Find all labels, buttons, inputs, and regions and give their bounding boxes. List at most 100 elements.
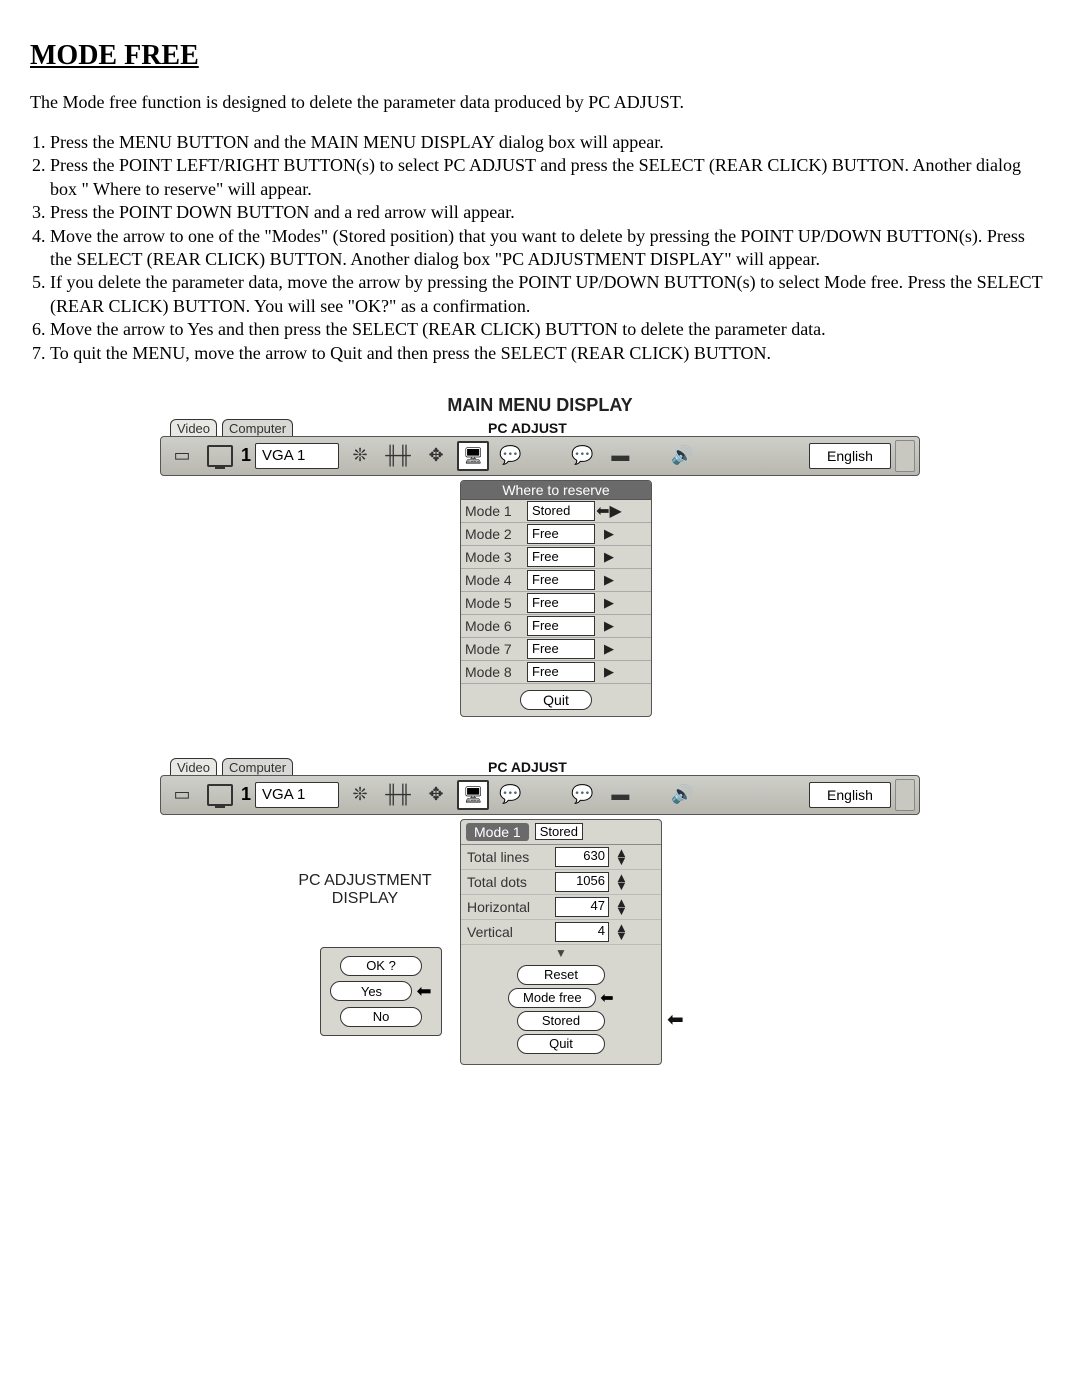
language-box[interactable]: English: [809, 782, 891, 808]
dialog2-mode-state: Stored: [535, 823, 583, 840]
step-item: Press the POINT LEFT/RIGHT BUTTON(s) to …: [50, 154, 1050, 201]
main-menu-bar: ▭ 1 VGA 1 ❊ ╫╫ ✥ 🖥 💬 💬 ▬ 🔊 English: [160, 436, 920, 476]
dialog2-mode: Mode 1: [466, 823, 529, 841]
intro-text: The Mode free function is designed to de…: [30, 92, 1050, 113]
param-row: Horizontal 47 ▲▼: [461, 895, 661, 920]
step-item: Move the arrow to Yes and then press the…: [50, 318, 1050, 341]
param-row: Vertical 4 ▲▼: [461, 920, 661, 945]
step-item: If you delete the parameter data, move t…: [50, 271, 1050, 318]
dialog2-more-icon[interactable]: ▼: [461, 945, 661, 961]
param-value[interactable]: 47: [555, 897, 609, 917]
sound-icon[interactable]: 🔊: [665, 441, 699, 471]
sound-icon[interactable]: 🔊: [665, 780, 699, 810]
row-arrow-right-icon: ▶: [599, 641, 619, 657]
dialog2-stored-button[interactable]: Stored: [517, 1011, 605, 1031]
ok-title: OK ?: [340, 956, 422, 976]
mode-row[interactable]: Mode 4Free▶: [461, 569, 651, 592]
bar-end-block: [895, 440, 915, 472]
computer-icon[interactable]: [203, 780, 237, 810]
param-label: Horizontal: [467, 899, 549, 915]
param-row: Total lines630▲▼: [461, 845, 661, 870]
row-arrow-right-icon: ▶: [599, 618, 619, 634]
param-label: Total dots: [467, 874, 549, 890]
step-item: Press the POINT DOWN BUTTON and a red ar…: [50, 201, 1050, 224]
spinner-icon[interactable]: ▲▼: [615, 874, 628, 890]
speech-icon[interactable]: 💬: [493, 441, 527, 471]
mode-row[interactable]: Mode 2Free▶: [461, 523, 651, 546]
dialog2-reset-button[interactable]: Reset: [517, 965, 605, 985]
param-label: Vertical: [467, 924, 549, 940]
spinner-icon[interactable]: ▲▼: [615, 924, 628, 940]
ok-yes-button[interactable]: Yes: [330, 981, 412, 1001]
tab-video[interactable]: Video: [170, 419, 217, 436]
video-icon[interactable]: ▭: [165, 780, 199, 810]
mode-label: Mode 7: [465, 641, 523, 657]
speech2-icon[interactable]: 💬: [565, 780, 599, 810]
param-value[interactable]: 1056: [555, 872, 609, 892]
mode-state: Free: [527, 593, 595, 613]
pc-adjustment-display-label: PC ADJUSTMENT DISPLAY: [285, 872, 445, 908]
mode-row[interactable]: Mode 5Free▶: [461, 592, 651, 615]
row-arrow-left-icon: ⬅▶: [599, 501, 619, 521]
mode-row[interactable]: Mode 6Free▶: [461, 615, 651, 638]
step-item: To quit the MENU, move the arrow to Quit…: [50, 342, 1050, 365]
dialog1-title: Where to reserve: [461, 481, 651, 500]
brightness-icon[interactable]: ❊: [343, 441, 377, 471]
computer-number: 1: [241, 784, 251, 805]
pc-adjust-icon-selected[interactable]: 🖥: [457, 780, 489, 810]
param-value[interactable]: 630: [555, 847, 609, 867]
position-icon[interactable]: ✥: [419, 441, 453, 471]
mode-label: Mode 3: [465, 549, 523, 565]
mode-label: Mode 4: [465, 572, 523, 588]
equalizer-icon[interactable]: ╫╫: [381, 780, 415, 810]
mode-row[interactable]: Mode 7Free▶: [461, 638, 651, 661]
tab-computer[interactable]: Computer: [222, 758, 293, 775]
mode-state: Free: [527, 524, 595, 544]
spinner-icon[interactable]: ▲▼: [615, 849, 628, 865]
tab-video[interactable]: Video: [170, 758, 217, 775]
mode-row[interactable]: Mode 1Stored⬅▶: [461, 500, 651, 523]
param-value[interactable]: 4: [555, 922, 609, 942]
main-menu-caption: MAIN MENU DISPLAY: [30, 395, 1050, 416]
bar-end-block: [895, 779, 915, 811]
step-item: Move the arrow to one of the "Modes" (St…: [50, 225, 1050, 272]
pc-adjust-icon-selected[interactable]: 🖥: [457, 441, 489, 471]
position-icon[interactable]: ✥: [419, 780, 453, 810]
pc-adjustment-dialog: Mode 1 Stored Total lines630▲▼Total dots…: [460, 819, 662, 1065]
computer-icon[interactable]: [203, 441, 237, 471]
dialog1-quit-button[interactable]: Quit: [520, 690, 592, 710]
tab-computer[interactable]: Computer: [222, 419, 293, 436]
row-arrow-right-icon: ▶: [599, 549, 619, 565]
speech2-icon[interactable]: 💬: [565, 441, 599, 471]
language-box[interactable]: English: [809, 443, 891, 469]
section-label-pcadjust: PC ADJUST: [488, 420, 567, 436]
video-icon[interactable]: ▭: [165, 441, 199, 471]
speech-icon[interactable]: 💬: [493, 780, 527, 810]
selection-arrow-icon: ⬅: [416, 981, 431, 1002]
lamp-icon[interactable]: ▬: [603, 441, 637, 471]
ok-no-button[interactable]: No: [340, 1007, 422, 1027]
where-to-reserve-dialog: Where to reserve Mode 1Stored⬅▶Mode 2Fre…: [460, 480, 652, 717]
dialog2-mode-free-button[interactable]: Mode free: [508, 988, 596, 1008]
selection-arrow-icon: ⬅: [667, 1007, 684, 1032]
main-menu-bar-2: ▭ 1 VGA 1 ❊ ╫╫ ✥ 🖥 💬 💬 ▬ 🔊 English: [160, 775, 920, 815]
mode-state: Free: [527, 616, 595, 636]
row-arrow-right-icon: ▶: [599, 595, 619, 611]
mode-row[interactable]: Mode 8Free▶: [461, 661, 651, 684]
spinner-icon[interactable]: ▲▼: [615, 899, 628, 915]
computer-number: 1: [241, 445, 251, 466]
step-item: Press the MENU BUTTON and the MAIN MENU …: [50, 131, 1050, 154]
input-source-box[interactable]: VGA 1: [255, 782, 339, 808]
mode-row[interactable]: Mode 3Free▶: [461, 546, 651, 569]
mode-label: Mode 1: [465, 503, 523, 519]
input-source-box[interactable]: VGA 1: [255, 443, 339, 469]
param-row: Total dots 1056 ▲▼: [461, 870, 661, 895]
mode-label: Mode 2: [465, 526, 523, 542]
row-arrow-right-icon: ▶: [599, 572, 619, 588]
brightness-icon[interactable]: ❊: [343, 780, 377, 810]
mode-state: Free: [527, 639, 595, 659]
equalizer-icon[interactable]: ╫╫: [381, 441, 415, 471]
dialog2-quit-button[interactable]: Quit: [517, 1034, 605, 1054]
lamp-icon[interactable]: ▬: [603, 780, 637, 810]
mode-label: Mode 5: [465, 595, 523, 611]
